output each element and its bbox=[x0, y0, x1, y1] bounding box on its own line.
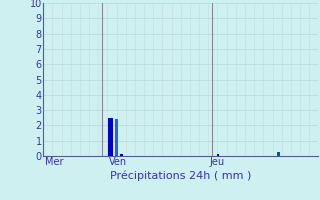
Bar bbox=[217, 154, 219, 156]
X-axis label: Précipitations 24h ( mm ): Précipitations 24h ( mm ) bbox=[110, 170, 252, 181]
Bar bbox=[120, 154, 123, 156]
Bar bbox=[108, 118, 113, 156]
Bar bbox=[115, 119, 117, 156]
Bar bbox=[277, 152, 280, 156]
